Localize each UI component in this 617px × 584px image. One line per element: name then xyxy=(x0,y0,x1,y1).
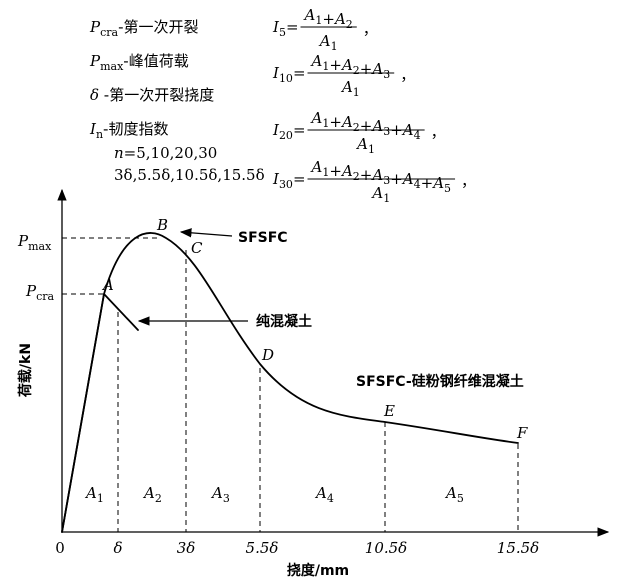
point-f: F xyxy=(516,424,528,442)
legend-p-max: Pmax-峰值荷载 xyxy=(89,52,189,73)
formula-numerator: A1+A2 xyxy=(303,6,353,31)
y-tick-p-max: Pmax xyxy=(17,232,52,253)
formula-denominator: A1 xyxy=(318,32,338,53)
x-tick-5-5delta: 5.5δ xyxy=(246,539,279,557)
formula-tail: ， xyxy=(431,123,446,141)
sfsfc-label: SFSFC xyxy=(238,230,288,246)
guide-lines xyxy=(62,237,519,532)
area-a1: A1 xyxy=(84,484,104,505)
point-a: A xyxy=(101,276,114,294)
legend-index: In-韧度指数 xyxy=(89,120,168,141)
x-axis-label: 挠度/mm xyxy=(287,562,349,579)
formula-lhs: I30= xyxy=(272,170,306,191)
plain-concrete-label: 纯混凝土 xyxy=(256,313,312,330)
legend-delta: δ -第一次开裂挠度 xyxy=(90,86,214,104)
formula-denominator: A1 xyxy=(370,184,390,205)
point-e: E xyxy=(383,402,395,420)
legend-p-cra: Pcra-第一次开裂 xyxy=(89,18,199,39)
sfsfc-curve xyxy=(61,232,519,533)
point-d: D xyxy=(261,346,274,364)
x-tick-delta: δ xyxy=(113,539,122,557)
point-c: C xyxy=(191,239,203,257)
y-tick-p-cra: Pcra xyxy=(25,282,55,303)
formula-tail: ， xyxy=(461,172,476,190)
formula-denominator: A1 xyxy=(355,135,375,156)
x-tick-10-5delta: 10.5δ xyxy=(365,539,407,557)
axes xyxy=(57,188,610,537)
point-b: B xyxy=(156,216,168,234)
formula-numerator: A1+A2+A3 xyxy=(310,52,391,81)
area-labels: A1 A2 A3 A4 A5 xyxy=(84,484,464,505)
point-labels: A B C D E F xyxy=(101,216,528,442)
formula-tail: ， xyxy=(363,20,378,38)
curves xyxy=(61,232,519,533)
formula-lhs: I5= xyxy=(272,18,299,39)
formula-denominator: A1 xyxy=(340,78,360,99)
x-tick-3delta: 3δ xyxy=(177,539,196,557)
x-tick-15-5delta: 15.5δ xyxy=(497,539,539,557)
x-tick-labels: δ 3δ 5.5δ 10.5δ 15.5δ xyxy=(113,539,539,557)
callouts: SFSFC 纯混凝土 SFSFC-硅粉钢纤维混凝土 xyxy=(137,228,524,390)
formula-tail: ， xyxy=(400,66,415,84)
area-a5: A5 xyxy=(444,484,464,505)
sfsfc-arrow xyxy=(179,228,233,238)
legend-deflections: 3δ,5.5δ,10.5δ,15.5δ xyxy=(114,166,265,184)
toughness-formulas: I5=A1+A2A1，I10=A1+A2+A3A1，I20=A1+A2+A3+A… xyxy=(272,6,476,205)
formula-lhs: I20= xyxy=(272,121,306,142)
sfsfc-full-name: SFSFC-硅粉钢纤维混凝土 xyxy=(356,373,524,390)
origin-label: 0 xyxy=(55,539,65,557)
legend-n-values: n=5,10,20,30 xyxy=(114,144,217,162)
area-a2: A2 xyxy=(142,484,162,505)
formula-lhs: I10= xyxy=(272,64,306,85)
y-axis-label: 荷载/kN xyxy=(17,343,34,398)
area-a3: A3 xyxy=(210,484,230,505)
area-a4: A4 xyxy=(314,484,334,505)
legend: Pcra-第一次开裂 Pmax-峰值荷载 δ -第一次开裂挠度 In-韧度指数 … xyxy=(89,18,265,184)
